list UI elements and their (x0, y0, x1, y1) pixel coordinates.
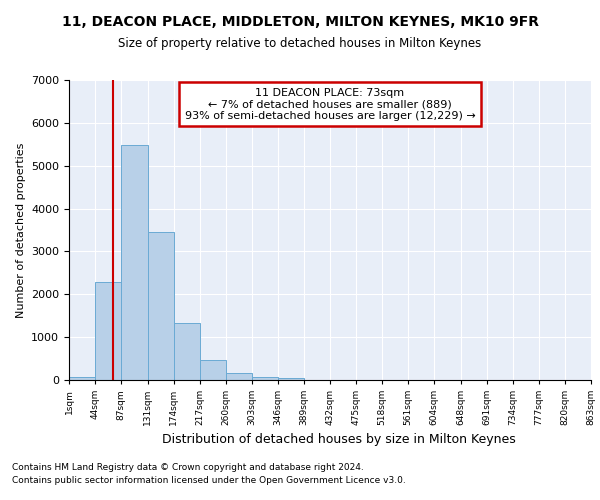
Text: Size of property relative to detached houses in Milton Keynes: Size of property relative to detached ho… (118, 38, 482, 51)
Bar (252, 376, 278, 380)
Bar (148, 232, 174, 380)
Bar (200, 360, 226, 380)
Bar (174, 324, 200, 380)
Bar (278, 378, 304, 380)
Bar (69, 376, 95, 380)
Bar (121, 145, 148, 380)
Text: Contains HM Land Registry data © Crown copyright and database right 2024.: Contains HM Land Registry data © Crown c… (12, 462, 364, 471)
Text: Contains public sector information licensed under the Open Government Licence v3: Contains public sector information licen… (12, 476, 406, 485)
Bar (226, 374, 252, 380)
Bar (95, 282, 121, 380)
Text: 11 DEACON PLACE: 73sqm
← 7% of detached houses are smaller (889)
93% of semi-det: 11 DEACON PLACE: 73sqm ← 7% of detached … (185, 88, 475, 120)
Text: 11, DEACON PLACE, MIDDLETON, MILTON KEYNES, MK10 9FR: 11, DEACON PLACE, MIDDLETON, MILTON KEYN… (62, 15, 539, 29)
Text: Distribution of detached houses by size in Milton Keynes: Distribution of detached houses by size … (162, 432, 516, 446)
Y-axis label: Number of detached properties: Number of detached properties (16, 142, 26, 318)
